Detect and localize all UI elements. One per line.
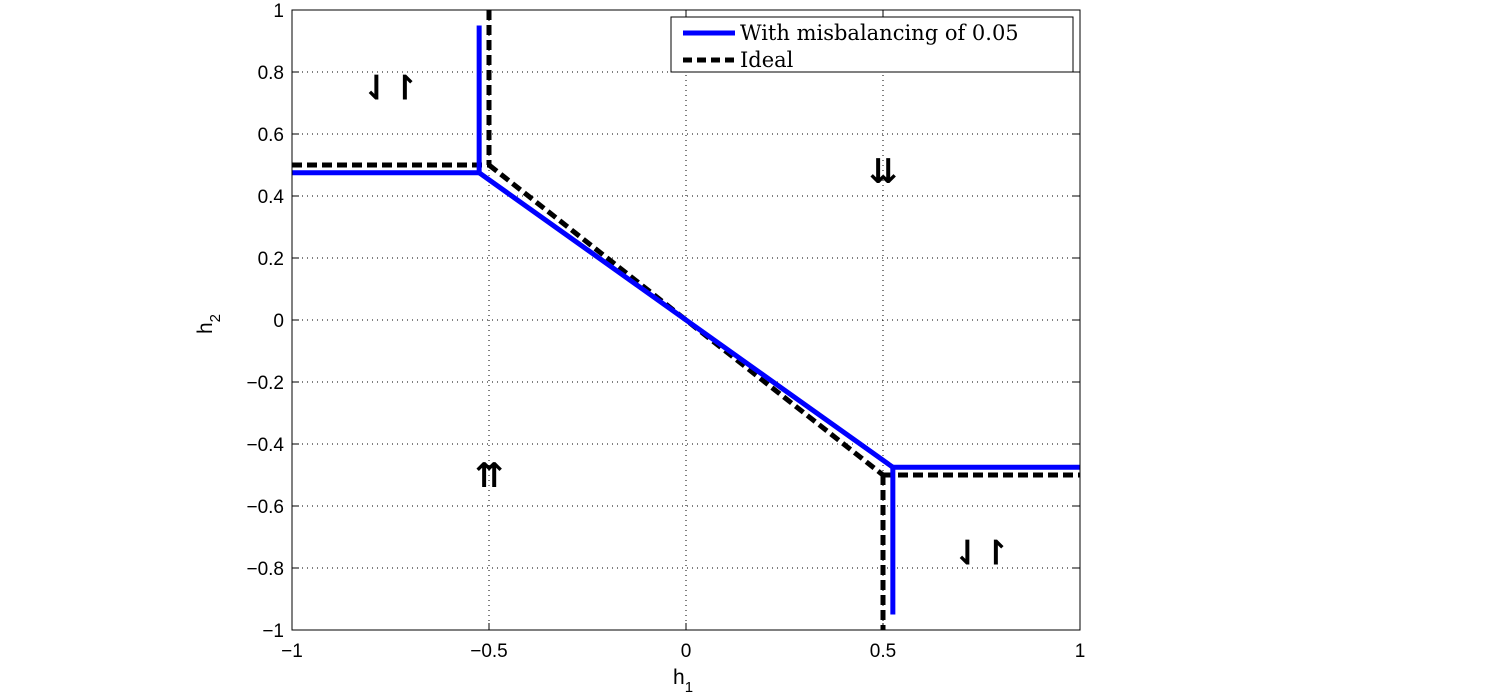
y-tick-label-9: −0.8 [246, 559, 284, 580]
y-tick-label-4: 0.2 [258, 249, 284, 270]
ideal-segment-2 [487, 163, 885, 477]
x-tick-label-0: −1 [281, 641, 303, 662]
y-tick-label-7: −0.4 [246, 435, 284, 456]
y-tick-label-10: −1 [262, 621, 284, 642]
spin-label-0: ⇃↾ [362, 69, 419, 109]
legend-label-ideal: Ideal [740, 48, 794, 72]
y-tick-label-5: 0 [273, 311, 284, 332]
legend-box [670, 16, 1074, 73]
x-axis-label: h1 [673, 666, 693, 696]
spin-label-1: ⇊ [869, 152, 898, 192]
y-tick-label-6: −0.2 [246, 373, 284, 394]
axis-ticks: −1 −0.5 0 0.5 1 1 0.8 0.6 0.4 0.2 0 −0.2 −0.4 −0.6 −0.… [246, 1, 1085, 662]
plot-series [292, 10, 1080, 630]
y-tick-label-2: 0.6 [258, 125, 284, 146]
y-axis-label-sub: 2 [207, 314, 224, 322]
x-axis-label-sub: 1 [685, 679, 693, 696]
x-tick-label-2: 0 [681, 641, 692, 662]
legend-label-misbalanced: With misbalancing of 0.05 [740, 21, 1019, 45]
y-axis-label-main: h [194, 322, 217, 334]
y-tick-label-3: 0.4 [258, 187, 285, 208]
y-tick-label-8: −0.6 [246, 497, 284, 518]
spin-label-2: ⇈ [475, 456, 504, 496]
legend: With misbalancing of 0.05 Ideal [670, 16, 1074, 73]
series-ideal [292, 10, 1080, 630]
y-tick-label-0: 1 [273, 1, 284, 22]
x-tick-label-4: 1 [1075, 641, 1086, 662]
y-tick-label-1: 0.8 [258, 63, 284, 84]
y-axis-label: h2 [194, 314, 224, 334]
x-tick-label-3: 0.5 [870, 641, 896, 662]
spin-annotations: ⇃↾ ⇊ ⇈ ⇃↾ [362, 69, 1010, 574]
x-axis-label-main: h [673, 666, 685, 689]
spin-label-3: ⇃↾ [953, 534, 1010, 574]
misbalanced-segment-2 [477, 170, 895, 470]
series-misbalanced [292, 25, 1080, 615]
x-tick-label-1: −0.5 [470, 641, 508, 662]
